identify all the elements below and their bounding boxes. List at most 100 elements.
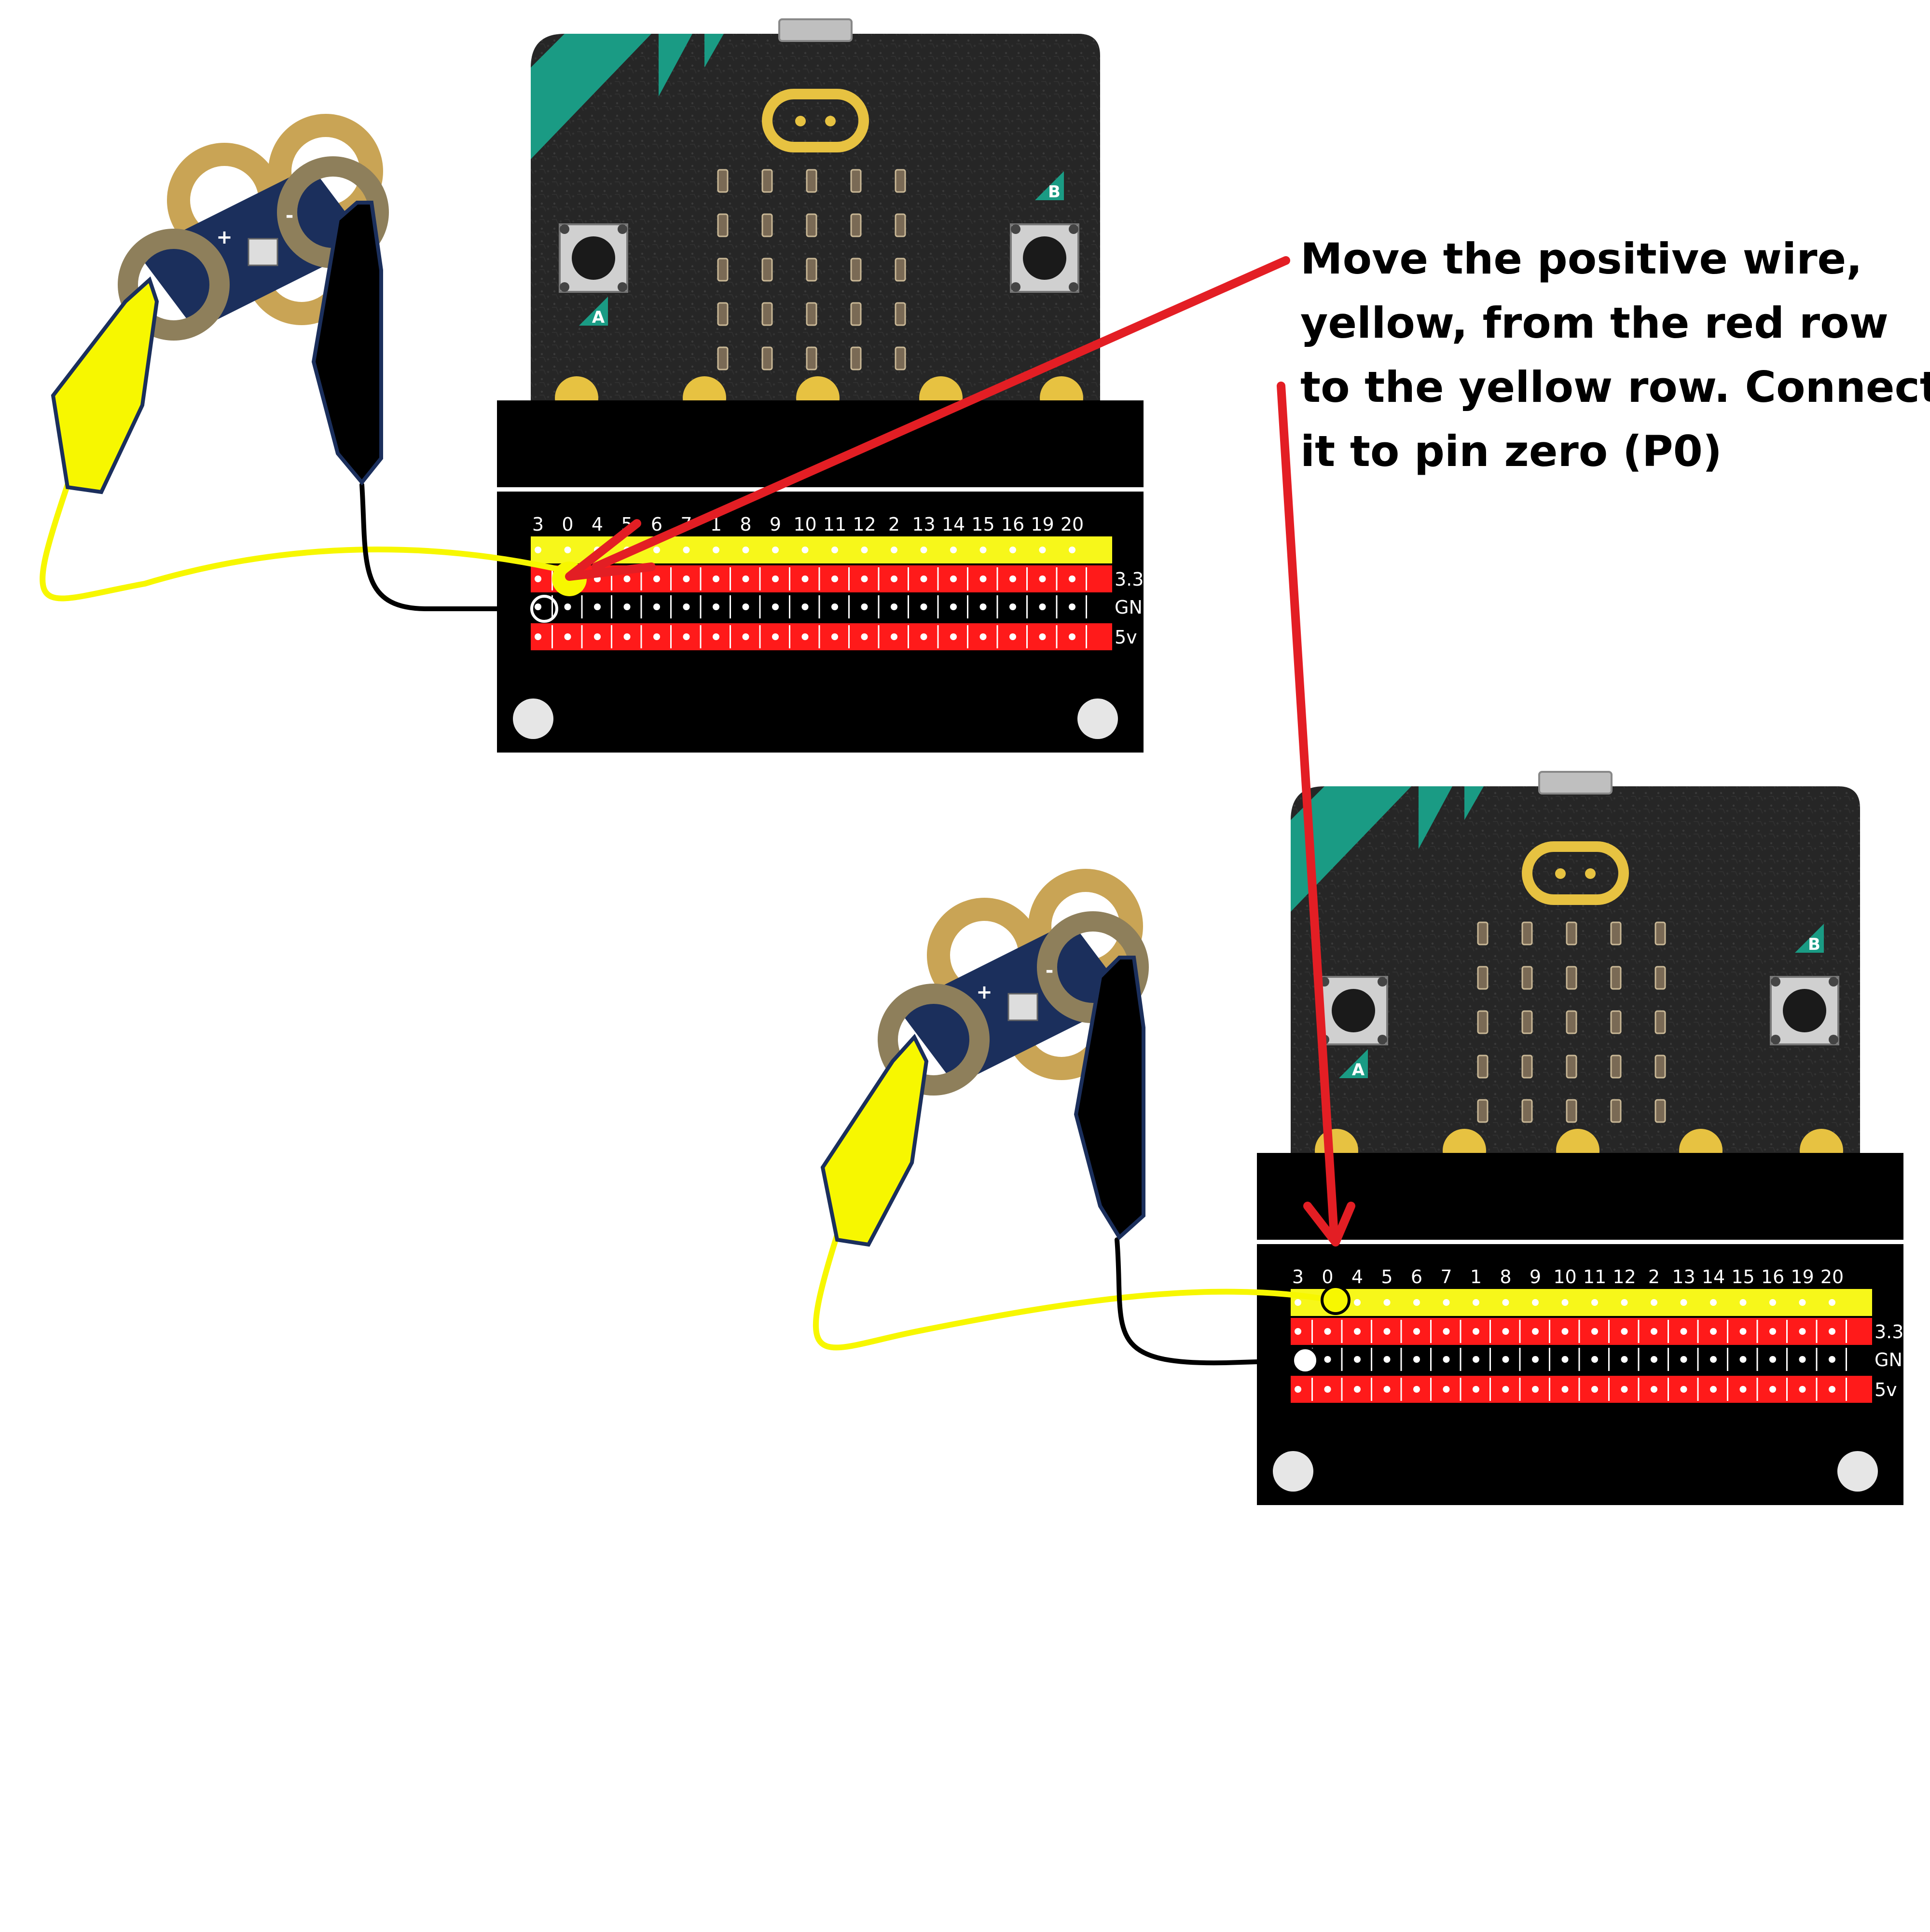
header-hole — [1680, 1386, 1687, 1393]
pin-label: 10 — [1553, 1266, 1576, 1288]
header-hole — [950, 603, 957, 610]
rail-label: 5v — [1875, 1379, 1897, 1400]
header-hole — [742, 575, 749, 582]
header-hole — [1621, 1299, 1628, 1306]
matrix-led — [1566, 921, 1577, 945]
smd-led — [1007, 993, 1038, 1021]
matrix-led — [717, 213, 729, 237]
power-rail — [1291, 1318, 1872, 1345]
cell-divider — [996, 625, 998, 648]
cell-divider — [1460, 1320, 1461, 1343]
header-hole — [1473, 1328, 1479, 1335]
header-hole — [1680, 1356, 1687, 1363]
pin-label: 11 — [823, 514, 846, 535]
matrix-led — [1521, 921, 1533, 945]
matrix-led — [1654, 921, 1666, 945]
cell-divider — [1727, 1378, 1728, 1401]
cell-divider — [1786, 1348, 1788, 1371]
header-hole — [1443, 1299, 1450, 1306]
instruction-arrows — [565, 256, 1355, 1247]
logo-dot — [825, 116, 836, 126]
matrix-led — [806, 346, 817, 370]
pin-label: 12 — [1613, 1266, 1636, 1288]
header-hole — [979, 633, 987, 640]
header-hole — [653, 603, 660, 610]
cell-divider — [848, 625, 850, 648]
pin-label: 19 — [1791, 1266, 1814, 1288]
pin-label: 3 — [532, 514, 544, 535]
header-hole — [1829, 1299, 1835, 1306]
header-hole — [950, 575, 957, 582]
header-hole — [1651, 1299, 1657, 1306]
rail-label: 3.3v — [1875, 1321, 1915, 1343]
logo-touch — [1522, 841, 1629, 905]
matrix-led — [1521, 1010, 1533, 1034]
header-hole — [1769, 1328, 1776, 1335]
matrix-led — [761, 169, 773, 193]
cell-divider — [1371, 1320, 1372, 1343]
header-hole — [1069, 575, 1075, 582]
matrix-led — [1610, 1010, 1622, 1034]
cell-divider — [551, 595, 553, 618]
cell-divider — [1026, 625, 1028, 648]
button-corner — [1829, 977, 1838, 987]
cell-divider — [1026, 567, 1028, 590]
cell-divider — [1460, 1378, 1461, 1401]
header-hole — [1009, 603, 1016, 610]
arrow-to-3v3-shaft — [592, 256, 1290, 571]
button-corner — [560, 282, 569, 292]
matrix-led — [895, 169, 906, 193]
header-hole — [594, 603, 601, 610]
cell-divider — [670, 567, 672, 590]
matrix-led — [1654, 1010, 1666, 1034]
matrix-led — [761, 302, 773, 326]
cell-divider — [818, 567, 820, 590]
header-hole — [713, 633, 719, 640]
corner-stripe — [704, 34, 724, 68]
button-corner — [1069, 224, 1078, 234]
push-button: B — [1770, 924, 1839, 1045]
button-corner — [1829, 1035, 1838, 1044]
push-button: A — [559, 223, 628, 327]
matrix-led — [1610, 1055, 1622, 1079]
usb-connector — [1538, 771, 1613, 795]
header-hole — [1039, 575, 1046, 582]
header-hole — [891, 603, 897, 610]
pin-label: 11 — [1583, 1266, 1606, 1288]
wire-end-gnd — [530, 595, 558, 623]
pin-label: 20 — [1061, 514, 1084, 535]
button-tag — [579, 297, 608, 326]
header-hole — [623, 603, 631, 610]
matrix-led — [1654, 1055, 1666, 1079]
matrix-led — [1477, 1055, 1489, 1079]
header-hole — [891, 633, 897, 640]
cell-divider — [1311, 1320, 1313, 1343]
button-tag — [1795, 924, 1824, 953]
cell-divider — [1608, 1320, 1610, 1343]
header-hole — [861, 633, 868, 640]
microbit-board: AB — [1291, 771, 1860, 1172]
cell-divider — [1727, 1348, 1728, 1371]
header-hole — [1502, 1356, 1509, 1363]
button-label: B — [1048, 182, 1061, 202]
cell-divider — [1578, 1320, 1580, 1343]
cell-divider — [967, 625, 968, 648]
cell-divider — [759, 567, 761, 590]
header-hole — [1383, 1386, 1391, 1393]
cell-divider — [967, 595, 968, 618]
matrix-led — [1477, 1010, 1489, 1034]
header-hole — [920, 633, 927, 640]
matrix-led — [1610, 1099, 1622, 1123]
cell-divider — [670, 595, 672, 618]
matrix-led — [761, 213, 773, 237]
cell-divider — [670, 625, 672, 648]
header-hole — [1009, 575, 1016, 582]
header-hole — [535, 547, 541, 553]
header-hole — [683, 575, 690, 582]
header-hole — [1502, 1299, 1509, 1306]
header-hole — [1799, 1356, 1806, 1363]
instruction-line: it to pin zero (P0) — [1300, 426, 1723, 476]
